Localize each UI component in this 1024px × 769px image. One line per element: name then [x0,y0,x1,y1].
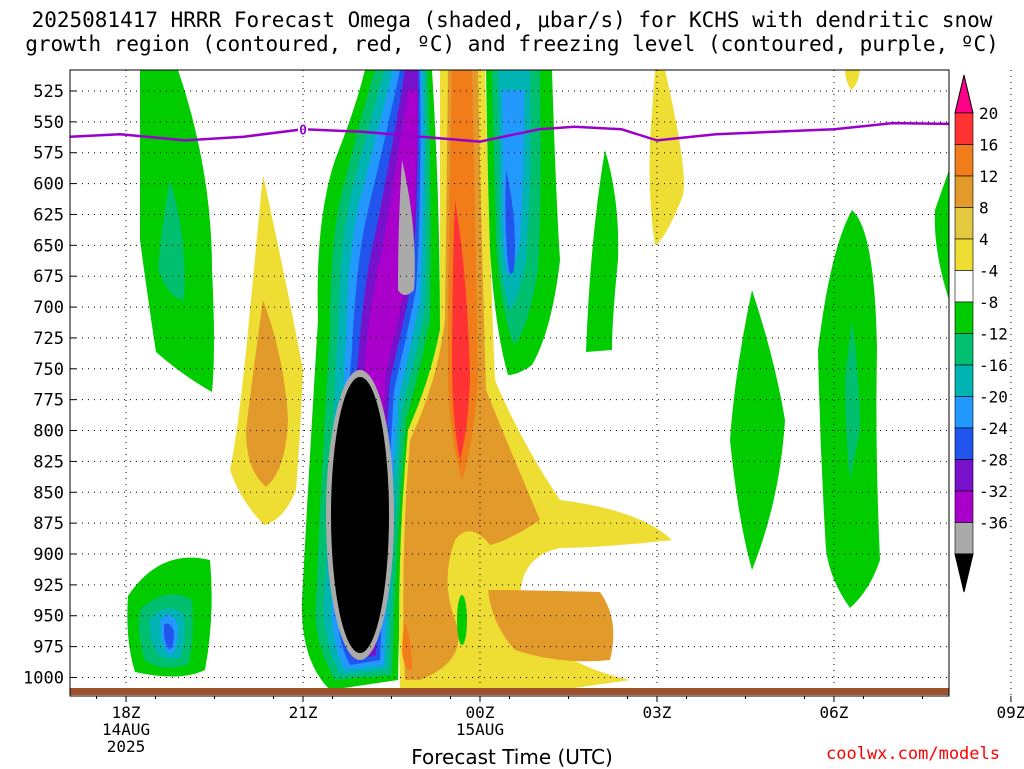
x-tick-label: 06Z [820,703,849,722]
x-tick-sublabel: 2025 [107,737,146,756]
colorbar-label: 16 [979,136,998,155]
omega-area [246,300,288,487]
colorbar-label: -4 [979,262,998,281]
x-tick-label: 03Z [643,703,672,722]
omega-area [158,180,185,300]
colorbar-segment [954,238,974,271]
omega-area [845,70,860,90]
colorbar-segment [954,333,974,366]
y-tick-label: 975 [33,638,64,658]
colorbar-label: -24 [979,419,1008,438]
y-tick-label: 525 [33,82,64,102]
omega-area [331,377,389,653]
colorbar-segment [954,490,974,523]
colorbar-label: -32 [979,482,1008,501]
y-tick-label: 875 [33,514,64,534]
omega-area [452,200,470,460]
x-tick-label: 09Z [996,703,1024,722]
colorbar-segment [954,175,974,208]
y-tick-label: 775 [33,391,64,411]
colorbar-segment [954,270,974,303]
colorbar-segment [954,427,974,460]
colorbar-segment [954,112,974,145]
colorbar: 20 16 12 8 4 -4 -8 -12 -16 -20 -24 -28 -32 -36 [954,74,1008,593]
colorbar-top-triangle [954,74,974,114]
colorbar-segment [954,144,974,177]
omega-area [398,160,415,295]
omega-area [730,290,785,570]
colorbar-label: -36 [979,514,1008,533]
y-tick-label: 575 [33,144,64,164]
colorbar-label: 20 [979,104,998,123]
omega-shading [127,70,949,695]
omega-area [457,595,467,645]
colorbar-label: 4 [979,230,989,249]
freezing-level-label-bg [298,122,309,137]
y-tick-label: 550 [33,113,64,133]
colorbar-segment [954,459,974,492]
ground-strip [70,688,949,695]
colorbar-label: -28 [979,451,1008,470]
x-tick-label: 21Z [289,703,318,722]
y-tick-label: 1000 [23,668,64,688]
omega-area [649,70,684,245]
grid [70,70,1012,696]
colorbar-segment [954,364,974,397]
y-tick-label: 750 [33,360,64,380]
y-axis: 525 550 575 600 625 650 675 700 725 750 775 800 825 8… [23,82,76,688]
colorbar-segment [954,396,974,429]
x-tick-sublabel: 14AUG [102,720,150,739]
colorbar-bottom-triangle [954,553,974,593]
y-tick-label: 900 [33,545,64,565]
freezing-level-line [70,121,949,143]
x-tick-label: 18Z [112,703,141,722]
x-tick-label: 00Z [466,703,495,722]
y-tick-label: 800 [33,422,64,442]
y-tick-label: 825 [33,452,64,472]
omega-area [505,170,515,274]
omega-area [488,590,614,662]
y-tick-label: 950 [33,607,64,627]
y-tick-label: 675 [33,267,64,287]
omega-area [586,150,619,352]
chart-title-line1: 2025081417 HRRR Forecast Omega (shaded, … [31,8,993,32]
y-tick-label: 600 [33,175,64,195]
y-tick-label: 725 [33,329,64,349]
omega-area [845,320,860,480]
colorbar-label: 8 [979,199,989,218]
y-tick-label: 850 [33,483,64,503]
colorbar-label: -12 [979,325,1008,344]
y-tick-label: 925 [33,576,64,596]
omega-area [402,620,412,671]
y-tick-label: 625 [33,205,64,225]
omega-area [934,170,949,300]
x-axis-label: Forecast Time (UTC) [411,745,613,769]
omega-area [164,623,174,650]
y-tick-label: 650 [33,236,64,256]
chart-title-line2: growth region (contoured, red, ºC) and f… [25,32,999,56]
colorbar-label: -20 [979,388,1008,407]
colorbar-label: 12 [979,167,998,186]
y-tick-label: 700 [33,298,64,318]
freezing-level-group [70,121,949,143]
colorbar-segment [954,207,974,240]
x-tick-sublabel: 15AUG [456,720,504,739]
colorbar-label: -16 [979,356,1008,375]
colorbar-segment [954,301,974,334]
colorbar-segment [954,522,974,555]
credit-text: coolwx.com/models [826,744,1000,764]
colorbar-label: -8 [979,293,998,312]
freezing-level-label: 0 [299,123,307,138]
